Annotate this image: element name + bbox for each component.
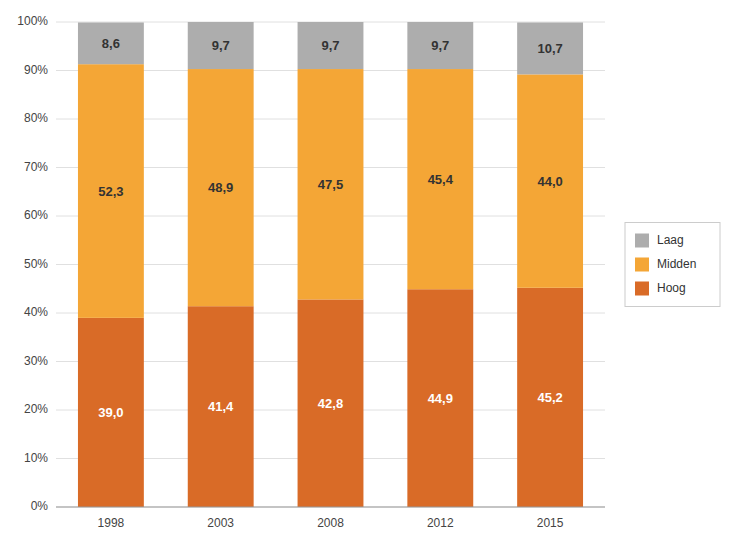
y-axis: 0% 10% 20% 30% 40% 50% 60% 70% 80% 90% 100%: [17, 14, 48, 513]
y-tick-label: 20%: [24, 402, 48, 416]
bar-segment: [188, 22, 254, 69]
y-tick-label: 10%: [24, 451, 48, 465]
data-label: 48,9: [208, 180, 233, 195]
bar-segment: [407, 22, 473, 69]
data-label: 42,8: [318, 396, 343, 411]
data-labels: 39,0 41,4 42,8 44,9 45,2 52,3 48,9 47,5 45,4 44,0…: [98, 36, 563, 420]
y-tick-label: 60%: [24, 208, 48, 222]
grid-line: [56, 507, 605, 508]
legend-swatch: [635, 258, 649, 272]
bar-segment: [78, 22, 144, 64]
y-tick-label: 40%: [24, 305, 48, 319]
y-tick-label: 0%: [31, 499, 49, 513]
data-label: 9,7: [431, 38, 449, 53]
bar-segment: [407, 69, 473, 289]
x-axis-line: [56, 507, 605, 508]
data-label: 47,5: [318, 177, 343, 192]
legend-label: Laag: [657, 233, 684, 247]
bar-segment: [298, 69, 364, 299]
data-label: 44,0: [537, 174, 562, 189]
legend-label: Midden: [657, 257, 696, 271]
bar-segment: [407, 289, 473, 507]
bars: [78, 22, 583, 507]
data-label: 8,6: [102, 36, 120, 51]
data-label: 45,4: [428, 172, 454, 187]
grid: [56, 22, 605, 507]
x-tick-label: 2008: [317, 516, 344, 530]
bar-segment: [78, 318, 144, 507]
y-tick-label: 30%: [24, 354, 48, 368]
bar-segment: [188, 306, 254, 507]
chart: 0% 10% 20% 30% 40% 50% 60% 70% 80% 90% 100% 39,0 41,…: [0, 0, 735, 549]
bar-segment: [188, 69, 254, 306]
x-tick-label: 2015: [537, 516, 564, 530]
data-label: 9,7: [212, 38, 230, 53]
data-label: 44,9: [428, 391, 453, 406]
legend-swatch: [635, 234, 649, 248]
bar-segment: [517, 22, 583, 74]
bar-segment: [298, 22, 364, 69]
legend-swatch: [635, 282, 649, 296]
x-axis: 1998 2003 2008 2012 2015: [56, 507, 605, 530]
x-tick-label: 1998: [98, 516, 125, 530]
x-tick-label: 2012: [427, 516, 454, 530]
data-label: 39,0: [98, 405, 123, 420]
y-tick-label: 90%: [24, 63, 48, 77]
legend-label: Hoog: [657, 281, 686, 295]
bar-segment: [517, 74, 583, 287]
data-label: 41,4: [208, 399, 234, 414]
y-tick-label: 50%: [24, 257, 48, 271]
data-label: 10,7: [537, 41, 562, 56]
bar-segment: [78, 64, 144, 318]
x-tick-label: 2003: [207, 516, 234, 530]
data-label: 45,2: [537, 390, 562, 405]
data-label: 9,7: [321, 38, 339, 53]
y-tick-label: 70%: [24, 160, 48, 174]
data-label: 52,3: [98, 184, 123, 199]
bar-segment: [517, 288, 583, 507]
bar-segment: [298, 299, 364, 507]
legend-box: [625, 223, 720, 307]
y-tick-label: 80%: [24, 111, 48, 125]
y-tick-label: 100%: [17, 14, 48, 28]
legend: Laag Midden Hoog: [625, 223, 720, 307]
